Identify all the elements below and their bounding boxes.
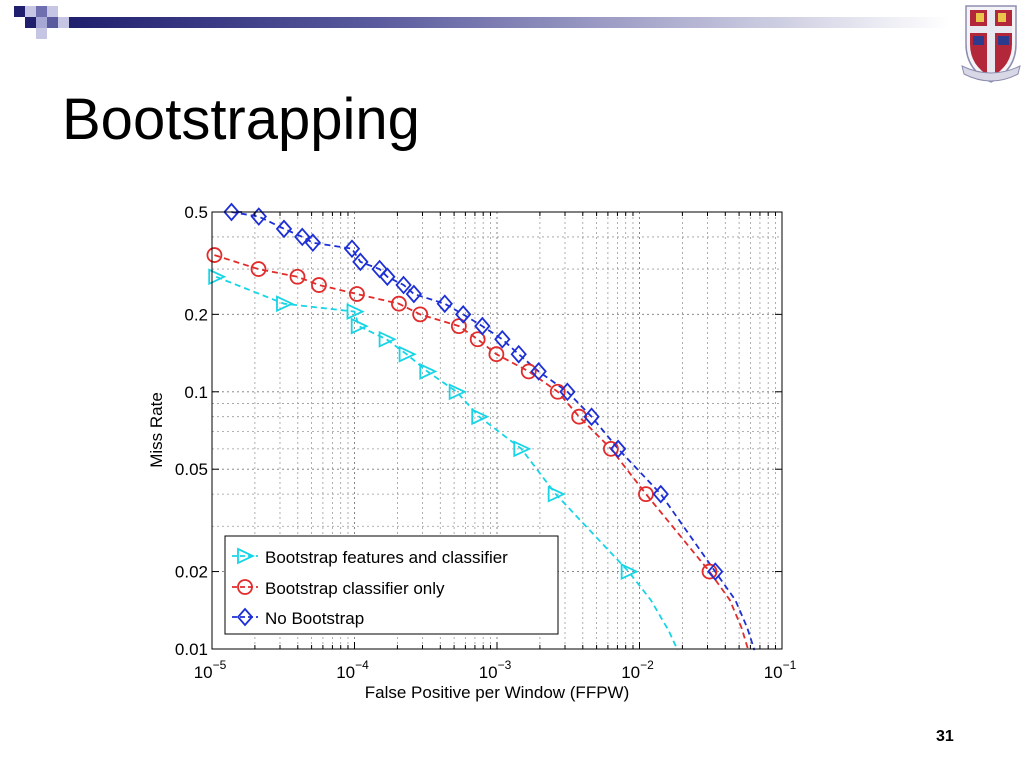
legend-marker-series-1 <box>237 547 256 565</box>
series-2-point <box>289 268 306 285</box>
series-line-3 <box>231 211 756 651</box>
legend-box <box>224 535 559 635</box>
x-tick-exponent: −5 <box>213 658 227 672</box>
series-1-point <box>471 408 490 426</box>
x-axis-label: False Positive per Window (FFPW) <box>365 683 630 702</box>
header-square <box>36 28 47 39</box>
x-tick-label: 10−2 <box>621 658 654 682</box>
series-3-point <box>454 304 472 324</box>
series-3-point <box>652 484 669 504</box>
y-tick-labels: 0.5 0.2 0.1 0.05 0.02 0.01 <box>175 203 208 659</box>
x-tick-label: 10−5 <box>194 658 227 682</box>
series-1-point <box>350 317 369 335</box>
header-square <box>25 17 36 28</box>
college-crest-icon <box>961 5 1021 83</box>
series-2-point <box>549 383 566 400</box>
series-3-point <box>379 267 396 287</box>
series-3-point <box>474 316 491 336</box>
series-2-point <box>603 440 619 457</box>
legend-swatches <box>232 547 258 627</box>
series-3-point <box>294 227 311 247</box>
series-3-point <box>559 382 576 402</box>
series-1-point <box>620 563 639 580</box>
series-2-point <box>391 295 407 312</box>
series-1-point <box>276 295 295 313</box>
series-3-point <box>583 407 600 427</box>
series-lines <box>214 211 756 651</box>
series-3-point <box>304 233 322 253</box>
series-3-point <box>405 284 423 304</box>
x-tick-label: 10−1 <box>764 658 797 682</box>
x-tick-labels: 10−5 10−4 10−3 10−2 10−1 <box>194 658 797 682</box>
series-3-point <box>494 329 511 349</box>
y-tick-label: 0.2 <box>184 305 208 324</box>
header-gradient-bar <box>69 17 949 28</box>
series-2-point <box>311 277 327 293</box>
series-1-point <box>513 440 532 458</box>
header-square <box>58 17 69 28</box>
series-1-point <box>547 485 566 503</box>
series-1-point <box>419 363 438 380</box>
legend-label-series-3: No Bootstrap <box>265 609 364 628</box>
series-2-point <box>469 331 486 348</box>
series-2-point <box>450 318 467 335</box>
series-2-point <box>488 346 505 363</box>
header-square <box>47 17 58 28</box>
series-line-1 <box>215 275 679 651</box>
series-2-point <box>206 247 223 263</box>
y-tick-label: 0.02 <box>175 563 208 582</box>
series-3-point <box>250 207 267 226</box>
series-2-point <box>349 286 365 302</box>
header-square <box>47 6 58 17</box>
series-1-point <box>378 330 397 348</box>
series-3-point <box>352 252 369 272</box>
y-tick-label: 0.05 <box>175 460 208 479</box>
x-tick-exponent: −3 <box>498 658 512 672</box>
series-1-point <box>346 303 365 321</box>
page-number: 31 <box>936 728 954 745</box>
series-3-point <box>275 219 293 239</box>
series-3-point <box>707 562 724 581</box>
legend-label-series-1: Bootstrap features and classifier <box>265 548 508 567</box>
series-markers <box>206 202 724 581</box>
legend-label-series-2: Bootstrap classifier only <box>265 579 445 598</box>
x-tick-exponent: −1 <box>783 658 797 672</box>
series-3-point <box>609 439 627 459</box>
chart-legend: Bootstrap features and classifier Bootst… <box>224 535 559 635</box>
series-line-2 <box>214 254 750 651</box>
header-banner <box>14 6 949 39</box>
y-tick-label: 0.5 <box>184 203 208 222</box>
x-tick-label: 10−4 <box>336 658 369 682</box>
series-3-point <box>395 275 412 295</box>
series-3-point <box>510 344 527 364</box>
x-tick-exponent: −4 <box>355 658 369 672</box>
series-3-point <box>223 202 240 222</box>
series-3-point <box>436 294 453 314</box>
legend-marker-series-2 <box>237 579 253 595</box>
series-2-point <box>412 306 429 323</box>
series-3-point <box>530 362 547 381</box>
axis-ticks <box>211 211 783 650</box>
series-1-point <box>398 345 417 363</box>
legend-marker-series-3 <box>236 607 254 627</box>
series-2-point <box>520 363 537 380</box>
series-1-point <box>448 383 467 401</box>
slide-title: Bootstrapping <box>62 87 420 152</box>
header-square <box>25 6 36 17</box>
series-2-point <box>701 563 718 580</box>
header-square <box>14 6 25 17</box>
y-tick-label: 0.01 <box>175 640 208 659</box>
y-tick-label: 0.1 <box>184 383 208 402</box>
series-2-point <box>250 261 267 277</box>
header-square <box>36 6 47 17</box>
x-tick-label: 10−3 <box>479 658 512 682</box>
y-axis-label: Miss Rate <box>147 392 166 468</box>
series-3-point <box>343 239 361 259</box>
series-1-point <box>208 268 227 286</box>
header-square <box>36 17 47 28</box>
series-2-point <box>571 408 588 425</box>
x-tick-exponent: −2 <box>640 658 654 672</box>
